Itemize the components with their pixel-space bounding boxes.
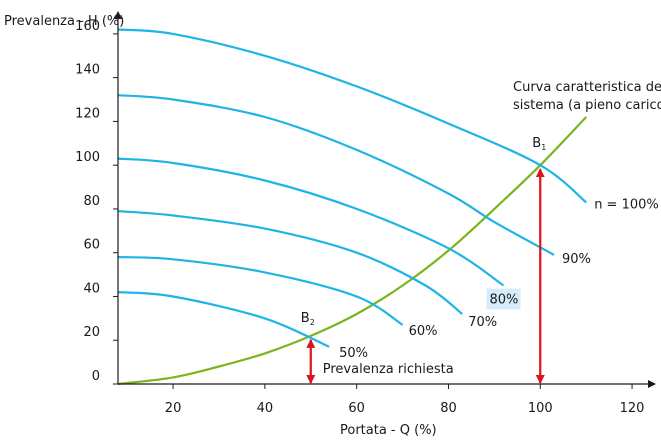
prevalenza-richiesta-label: Prevalenza richiesta xyxy=(323,362,454,377)
y-tick-label: 40 xyxy=(83,281,100,296)
pump-curve-label-3: 80% xyxy=(490,293,519,308)
pump-curve-3 xyxy=(117,157,505,287)
pump-curve-label-1: n = 100% xyxy=(594,197,659,212)
y-tick-label: 20 xyxy=(83,325,100,340)
pump-curve-5 xyxy=(117,256,404,326)
x-tick-label: 100 xyxy=(528,401,553,416)
pump-curve-2 xyxy=(117,94,555,256)
operating-point-label-2: B2 xyxy=(301,311,315,327)
system-curve xyxy=(117,116,587,386)
pump-curve-label-highlight xyxy=(486,288,521,310)
x-tick-label: 60 xyxy=(348,401,365,416)
pump-curve-4 xyxy=(117,210,463,315)
y-tick-label: 60 xyxy=(83,238,100,253)
pump-curve-label-4: 70% xyxy=(468,315,497,330)
y-tick-label: 100 xyxy=(75,150,100,165)
pump-curve-1 xyxy=(117,28,587,204)
x-tick-label: 120 xyxy=(620,401,645,416)
system-curve-label: Curva caratteristica del sistema (a pien… xyxy=(513,80,661,113)
x-tick-label: 80 xyxy=(440,401,457,416)
y-tick-label: 120 xyxy=(75,106,100,121)
y-axis-label: Prevalenza - H (%) xyxy=(4,14,124,29)
y-tick-label: 160 xyxy=(75,19,100,34)
x-tick-label: 20 xyxy=(165,401,182,416)
x-tick-label: 40 xyxy=(257,401,274,416)
y-tick-label: 140 xyxy=(75,63,100,78)
pump-curve-label-6: 50% xyxy=(339,346,368,361)
pump-curve-label-2: 90% xyxy=(562,252,591,267)
operating-point-label-1: B1 xyxy=(532,136,546,152)
pump-curve-label-5: 60% xyxy=(409,324,438,339)
y-tick-label: 80 xyxy=(83,194,100,209)
pump-curve-6 xyxy=(117,291,330,348)
x-axis-label: Portata - Q (%) xyxy=(340,423,437,438)
y-tick-label: 0 xyxy=(92,369,100,384)
